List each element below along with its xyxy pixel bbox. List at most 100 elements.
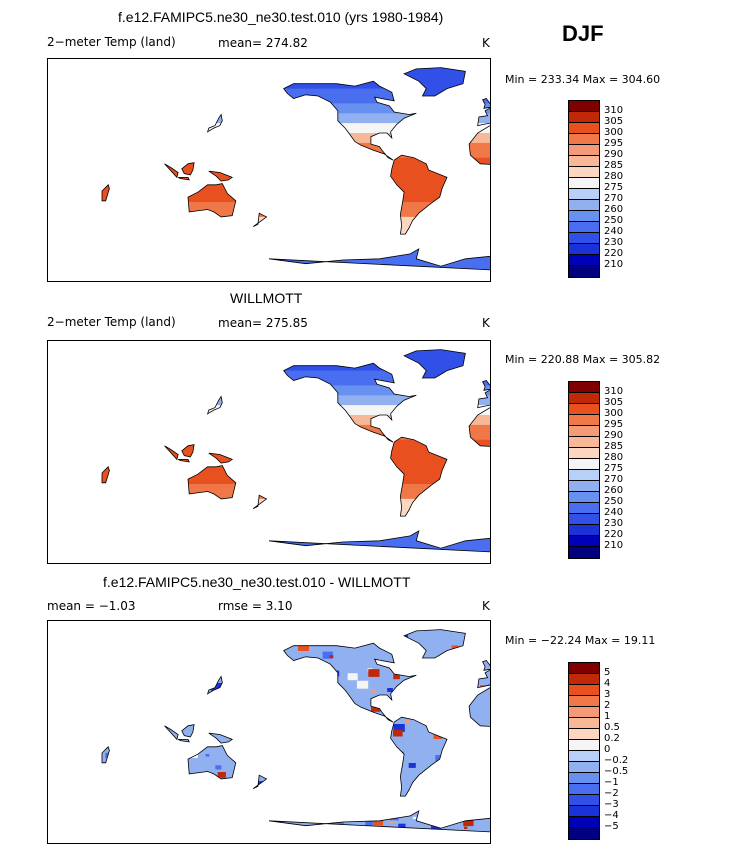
panel-2-variable-label: 2−meter Temp (land) [47,315,176,329]
colorbar-swatch [568,491,600,503]
colorbar-tick-label: 4 [604,678,611,689]
colorbar-swatch [568,166,600,178]
colorbar-tick-label: −0.5 [604,766,629,777]
colorbar-swatch [568,414,600,426]
colorbar-swatch [568,144,600,156]
colorbar-swatch [568,535,600,547]
landmass-indonesia2 [177,459,190,463]
colorbar-tick-label: 0 [604,744,611,755]
colorbar-swatch [568,188,600,200]
colorbar-tick-label: 310 [604,105,624,116]
colorbar-tick-label: 250 [604,215,624,226]
colorbar-tick-label: 220 [604,529,624,540]
panel-1-units-label: K [482,36,490,50]
colorbar-swatch [568,436,600,448]
colorbar-swatch [568,155,600,167]
colorbar-swatch [568,546,600,559]
panel-1-mean-label: mean= 274.82 [218,36,308,50]
colorbar-swatch [568,469,600,481]
landmass-greenland [403,67,466,97]
colorbar-swatch [568,392,600,404]
colorbar-swatch [568,673,600,685]
colorbar-swatch [568,111,600,123]
colorbar-swatch [568,706,600,718]
colorbar-swatch [568,403,600,415]
colorbar-tick-label: 230 [604,518,624,529]
colorbar-swatch [568,243,600,255]
colorbar-tick-label: −3 [604,799,619,810]
colorbar-swatch [568,717,600,729]
colorbar-swatch [568,177,600,189]
colorbar-tick-label: 300 [604,408,624,419]
landmass-greenland [403,349,466,379]
colorbar-swatch [568,695,600,707]
colorbar-swatch [568,750,600,762]
colorbar-swatch [568,480,600,492]
colorbar-swatch [568,447,600,459]
colorbar-tick-label: −0.2 [604,755,629,766]
colorbar-swatch [568,425,600,437]
landmass-indonesia2 [177,177,190,181]
colorbar-tick-label: 260 [604,485,624,496]
colorbar-tick-label: 310 [604,386,624,397]
colorbar-swatch [568,458,600,470]
panel-2-minmax: Min = 220.88 Max = 305.82 [505,353,661,366]
colorbar-tick-label: 290 [604,430,624,441]
colorbar-tick-label: 305 [604,397,624,408]
panel-2-title: WILLMOTT [230,290,303,306]
panel-2-map [47,340,491,564]
panel-1-minmax: Min = 233.34 Max = 304.60 [505,73,661,86]
colorbar-tick-label: 240 [604,226,624,237]
colorbar-swatch [568,772,600,784]
panel-3-colorbar: 5 4 3 2 1 0.5 0.2 0 −0.2 −0.5 −1 −2 −3 −4 −5 [568,662,638,840]
colorbar-tick-label: 270 [604,193,624,204]
colorbar-tick-label: 3 [604,689,611,700]
colorbar-tick-label: 260 [604,204,624,215]
colorbar-tick-label: −2 [604,788,619,799]
colorbar-swatch [568,381,600,393]
colorbar-swatch [568,728,600,740]
colorbar-tick-label: −5 [604,821,619,832]
colorbar-swatch [568,816,600,828]
panel-2-mean-label: mean= 275.85 [218,316,308,330]
landmass-south-america [390,154,448,235]
colorbar-tick-label: 280 [604,171,624,182]
colorbar-tick-label: 305 [604,116,624,127]
landmass-madagascar [101,746,110,764]
colorbar-tick-label: 275 [604,182,624,193]
colorbar-swatch [568,827,600,840]
colorbar-tick-label: 285 [604,441,624,452]
landmass-new-guinea [208,732,234,744]
landmass-south-america [390,436,448,517]
colorbar-tick-label: 210 [604,259,624,270]
panel-3-units-label: K [482,599,490,613]
colorbar-tick-label: 295 [604,138,624,149]
colorbar-tick-label: 285 [604,160,624,171]
colorbar-swatch [568,739,600,751]
panel-2-units-label: K [482,316,490,330]
colorbar-swatch [568,122,600,134]
colorbar-swatch [568,502,600,514]
panel-2-colorbar: 310 305 300 295 290 285 280 275 270 260 250 240 230 2… [568,381,638,559]
colorbar-swatch [568,133,600,145]
colorbar-tick-label: 270 [604,474,624,485]
colorbar-swatch [568,100,600,112]
colorbar-swatch [568,221,600,233]
colorbar-tick-label: 210 [604,540,624,551]
colorbar-swatch [568,199,600,211]
colorbar-tick-label: 290 [604,149,624,160]
colorbar-tick-label: 230 [604,237,624,248]
panel-1-title: f.e12.FAMIPC5.ne30_ne30.test.010 (yrs 19… [118,9,444,25]
colorbar-swatch [568,265,600,278]
colorbar-tick-label: 250 [604,496,624,507]
landmass-uk [482,98,490,109]
colorbar-swatch [568,513,600,525]
colorbar-swatch [568,805,600,817]
colorbar-tick-label: 280 [604,452,624,463]
colorbar-tick-label: 300 [604,127,624,138]
colorbar-tick-label: 1 [604,711,611,722]
colorbar-swatch [568,684,600,696]
colorbar-tick-label: −4 [604,810,619,821]
colorbar-tick-label: 5 [604,667,611,678]
colorbar-tick-label: 220 [604,248,624,259]
